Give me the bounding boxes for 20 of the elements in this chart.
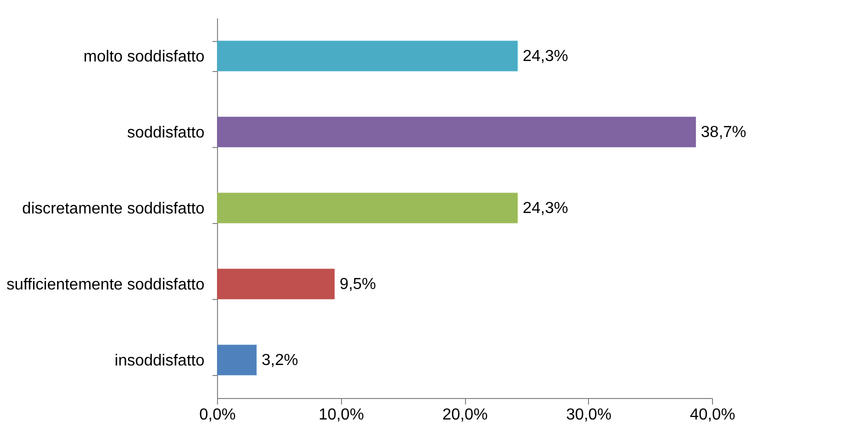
bar [217,40,518,72]
data-label: 24,3% [522,200,568,217]
x-tick-label: 30,0% [566,406,612,424]
bar [217,344,257,376]
data-label: 24,3% [522,48,568,65]
data-label: 38,7% [700,124,746,141]
data-label: 3,2% [262,352,298,369]
y-tick-label: molto soddisfatto [84,48,205,66]
data-label: 9,5% [340,276,376,293]
bar [217,268,335,300]
x-tick-label: 0,0% [199,406,236,424]
y-tick-label: sufficientemente soddisfatto [6,276,205,294]
x-tick-label: 40,0% [690,406,736,424]
bar [217,192,518,224]
x-tick-label: 20,0% [442,406,488,424]
y-tick-label: insoddisfatto [114,352,205,370]
bar [217,116,696,148]
y-tick-label: soddisfatto [127,124,205,142]
x-tick-label: 10,0% [318,406,364,424]
y-tick-label: discretamente soddisfatto [22,200,205,218]
